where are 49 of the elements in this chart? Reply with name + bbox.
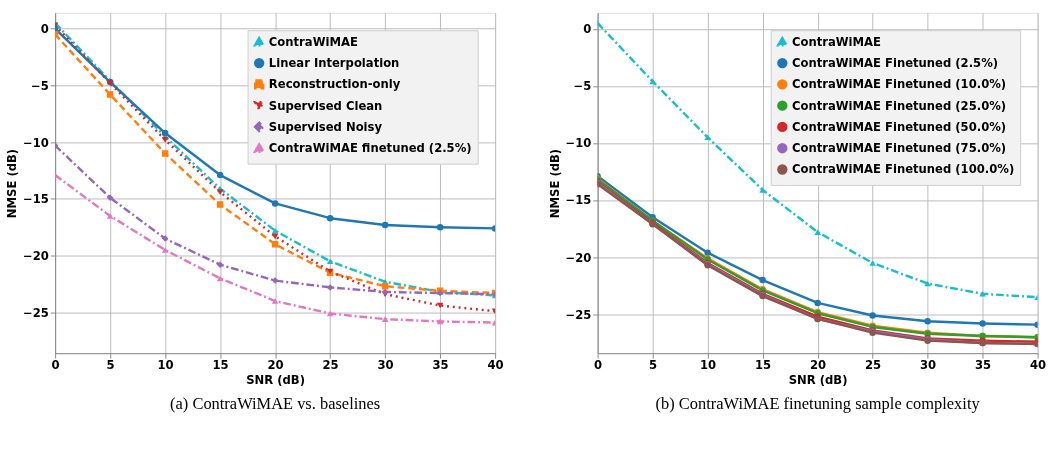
y-tick-label: −15	[22, 192, 49, 207]
legend-label: ContraWiMAE Finetuned (25.0%)	[792, 98, 1007, 113]
x-tick-label: 10	[157, 358, 174, 373]
legend-label: Supervised Clean	[268, 98, 383, 113]
y-tick-label: −10	[22, 135, 49, 150]
x-tick-label: 20	[810, 358, 827, 373]
x-tick-label: 15	[755, 358, 772, 373]
y-tick-label: 0	[40, 22, 49, 37]
x-tick-label: 40	[1030, 358, 1047, 373]
y-tick-label: −20	[22, 248, 49, 263]
x-tick-label: 25	[322, 358, 339, 373]
x-tick-label: 5	[106, 358, 115, 373]
x-tick-label: 35	[975, 358, 992, 373]
text: (a) ContraWiMAE vs. baselines	[170, 394, 381, 414]
legend-label: ContraWiMAE Finetuned (10.0%)	[792, 77, 1007, 92]
legend-label: Supervised Noisy	[268, 119, 383, 134]
y-axis-title: NMSE (dB)	[5, 148, 20, 219]
x-tick-label: 35	[432, 358, 449, 373]
y-tick-label: −25	[22, 305, 49, 320]
legend-label: Reconstruction-only	[268, 77, 401, 92]
y-axis-title: NMSE (dB)	[547, 148, 562, 219]
legend-label: ContraWiMAE Finetuned (2.5%)	[792, 55, 999, 70]
x-tick-label: 15	[212, 358, 229, 373]
x-tick-label: 0	[51, 358, 60, 373]
legend-label: ContraWiMAE finetuned (2.5%)	[268, 141, 472, 156]
x-tick-label: 30	[377, 358, 394, 373]
x-tick-label: 30	[920, 358, 937, 373]
y-tick-label: −5	[31, 78, 49, 93]
x-axis-title: SNR (dB)	[246, 372, 305, 387]
y-tick-label: −15	[565, 193, 592, 208]
y-tick-label: −10	[565, 136, 592, 151]
y-tick-label: −20	[565, 250, 592, 265]
text: (b) ContraWiMAE finetuning sample complexity	[655, 394, 981, 414]
x-tick-label: 20	[267, 358, 284, 373]
y-tick-label: 0	[583, 22, 592, 37]
x-tick-label: 5	[649, 358, 658, 373]
y-tick-label: −25	[565, 307, 592, 322]
x-tick-label: 0	[594, 358, 603, 373]
y-tick-label: −5	[573, 79, 592, 94]
legend-label: Linear Interpolation	[268, 55, 400, 70]
legend-label: ContraWiMAE	[268, 34, 358, 49]
legend-label: ContraWiMAE Finetuned (50.0%)	[792, 119, 1007, 134]
x-axis-title: SNR (dB)	[788, 372, 848, 387]
x-tick-label: 10	[700, 358, 717, 373]
x-tick-label: 25	[865, 358, 882, 373]
legend-label: ContraWiMAE Finetuned (100.0%)	[792, 162, 1015, 177]
legend-label: ContraWiMAE	[792, 34, 882, 49]
legend-label: ContraWiMAE Finetuned (75.0%)	[792, 141, 1007, 156]
x-tick-label: 40	[487, 358, 504, 373]
